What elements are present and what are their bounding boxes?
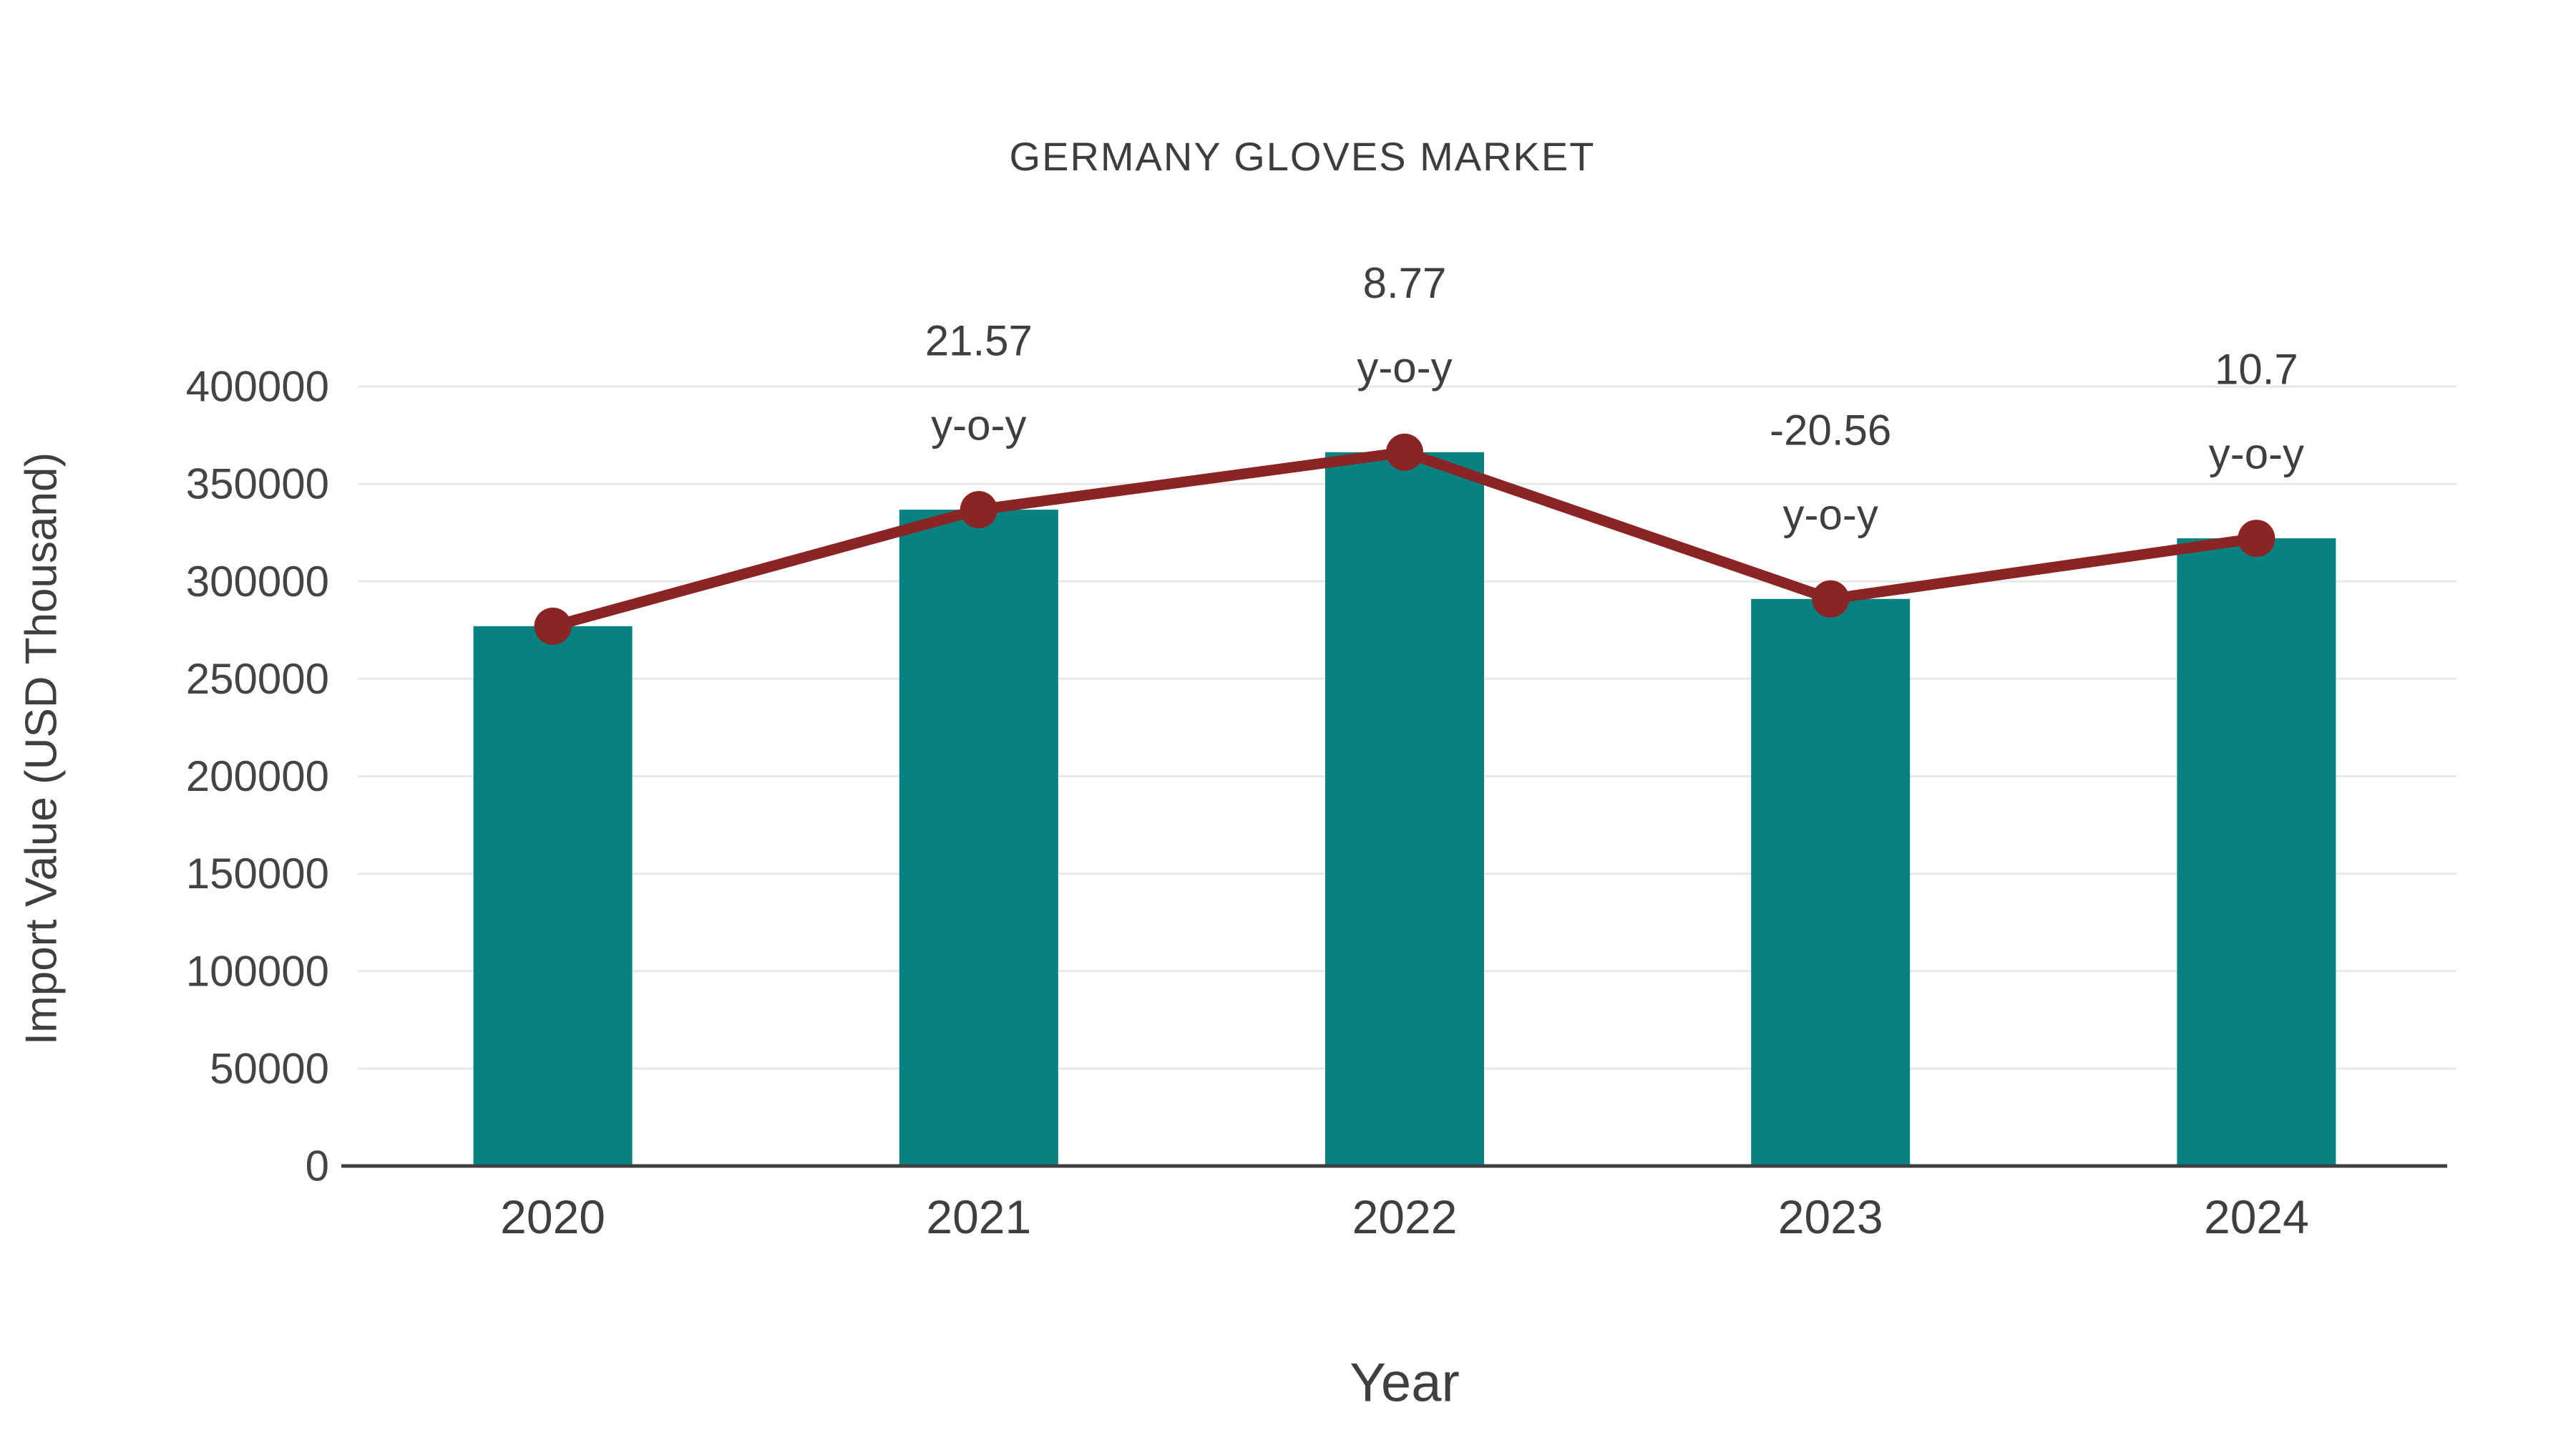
line-marker-2024 xyxy=(2238,520,2275,558)
y-tick-label-300000: 300000 xyxy=(186,558,329,606)
annotation-2021-label: y-o-y xyxy=(931,402,1026,449)
y-tick-label-400000: 400000 xyxy=(186,363,329,411)
bar-2024 xyxy=(2177,538,2336,1166)
x-tick-label-2024: 2024 xyxy=(2204,1190,2309,1243)
y-tick-label-350000: 350000 xyxy=(186,460,329,508)
annotation-2024-label: y-o-y xyxy=(2209,430,2304,478)
bar-2023 xyxy=(1751,598,1911,1166)
chart-title: GERMANY GLOVES MARKET xyxy=(1009,134,1596,179)
y-tick-label-200000: 200000 xyxy=(186,752,329,800)
x-tick-label-2021: 2021 xyxy=(926,1190,1031,1243)
y-tick-label-100000: 100000 xyxy=(186,947,329,995)
line-marker-2022 xyxy=(1386,433,1423,471)
annotation-2023-value: -20.56 xyxy=(1770,406,1891,454)
line-marker-2020 xyxy=(534,607,572,645)
y-tick-label-0: 0 xyxy=(306,1142,329,1190)
annotation-2022-label: y-o-y xyxy=(1357,344,1452,392)
annotation-2022-value: 8.77 xyxy=(1363,259,1447,307)
bar-2020 xyxy=(473,626,633,1166)
bar-2021 xyxy=(899,510,1058,1166)
x-tick-label-2020: 2020 xyxy=(500,1190,605,1243)
y-tick-label-150000: 150000 xyxy=(186,850,329,898)
line-marker-2023 xyxy=(1812,580,1850,618)
y-tick-label-50000: 50000 xyxy=(210,1044,329,1092)
bar-2022 xyxy=(1325,452,1484,1166)
x-axis-title: Year xyxy=(1350,1352,1460,1414)
annotation-2021-value: 21.57 xyxy=(925,317,1033,365)
y-tick-label-250000: 250000 xyxy=(186,655,329,703)
annotation-2024-value: 10.7 xyxy=(2215,346,2298,394)
line-marker-2021 xyxy=(960,491,997,529)
y-axis-title: Import Value (USD Thousand) xyxy=(16,452,67,1046)
annotation-2023-label: y-o-y xyxy=(1783,490,1878,538)
x-tick-label-2023: 2023 xyxy=(1778,1190,1883,1243)
x-tick-label-2022: 2022 xyxy=(1352,1190,1458,1243)
